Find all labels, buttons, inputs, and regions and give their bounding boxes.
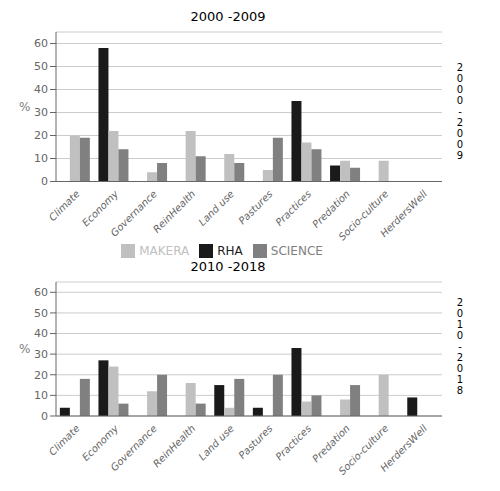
html-text:2: 2 bbox=[456, 351, 464, 363]
svg-text:Climate: Climate bbox=[47, 188, 82, 223]
html-text:RHA: RHA bbox=[217, 243, 243, 258]
svg-text:30: 30 bbox=[34, 106, 48, 119]
svg-text:0: 0 bbox=[41, 410, 48, 423]
svg-text:0: 0 bbox=[41, 175, 48, 188]
svg-text:60: 60 bbox=[34, 286, 48, 299]
svg-text:Economy: Economy bbox=[80, 422, 121, 463]
html-text:8: 8 bbox=[456, 384, 464, 396]
html-text:MAKERA: MAKERA bbox=[139, 243, 190, 258]
svg-text:60: 60 bbox=[34, 37, 48, 50]
svg-text:Practices: Practices bbox=[274, 188, 314, 228]
svg-text:Predation: Predation bbox=[310, 423, 352, 465]
svg-text:HerdersWell: HerdersWell bbox=[378, 423, 429, 474]
svg-text:50: 50 bbox=[34, 307, 48, 320]
html-text:2: 2 bbox=[456, 61, 464, 73]
html-text:2: 2 bbox=[456, 296, 464, 308]
svg-text:20: 20 bbox=[34, 129, 48, 142]
svg-text:20: 20 bbox=[34, 369, 48, 382]
html-text:0: 0 bbox=[456, 307, 464, 319]
svg-text:Economy: Economy bbox=[80, 187, 121, 228]
svg-text:Socio-culture: Socio-culture bbox=[336, 422, 391, 477]
svg-text:Socio-culture: Socio-culture bbox=[336, 188, 391, 243]
html-text:SCIENCE: SCIENCE bbox=[270, 243, 323, 258]
svg-text:30: 30 bbox=[34, 348, 48, 361]
svg-text:Climate: Climate bbox=[47, 423, 82, 458]
svg-text:40: 40 bbox=[34, 327, 48, 340]
html-text:0: 0 bbox=[456, 72, 464, 84]
svg-text:50: 50 bbox=[34, 60, 48, 73]
svg-text:%: % bbox=[19, 100, 30, 114]
svg-text:ReinHealth: ReinHealth bbox=[151, 188, 198, 235]
svg-text:Pastures: Pastures bbox=[236, 188, 274, 226]
svg-text:Practices: Practices bbox=[274, 423, 314, 463]
html-text:2000 -2009: 2000 -2009 bbox=[190, 9, 266, 24]
svg-text:ReinHealth: ReinHealth bbox=[151, 423, 198, 470]
svg-text:40: 40 bbox=[34, 83, 48, 96]
svg-text:HerdersWell: HerdersWell bbox=[378, 188, 429, 239]
html-text:0: 0 bbox=[456, 94, 464, 106]
html-text:0: 0 bbox=[456, 138, 464, 150]
html-text:0: 0 bbox=[456, 127, 464, 139]
svg-text:10: 10 bbox=[34, 152, 48, 165]
svg-text:Governance: Governance bbox=[108, 188, 159, 239]
svg-text:Pastures: Pastures bbox=[236, 423, 274, 461]
svg-text:Land use: Land use bbox=[196, 188, 236, 228]
html-text:2010 -2018: 2010 -2018 bbox=[190, 259, 266, 274]
html-text:0: 0 bbox=[456, 329, 464, 341]
html-text:9: 9 bbox=[456, 149, 464, 161]
html-text:1: 1 bbox=[456, 318, 464, 330]
svg-text:Predation: Predation bbox=[310, 188, 352, 230]
svg-text:Land use: Land use bbox=[196, 423, 236, 463]
svg-text:Governance: Governance bbox=[108, 423, 159, 474]
html-text:1: 1 bbox=[456, 373, 464, 385]
svg-text:%: % bbox=[19, 342, 30, 356]
html-text:2: 2 bbox=[456, 116, 464, 128]
html-text:0: 0 bbox=[456, 362, 464, 374]
html-text:0: 0 bbox=[456, 83, 464, 95]
svg-text:10: 10 bbox=[34, 389, 48, 402]
